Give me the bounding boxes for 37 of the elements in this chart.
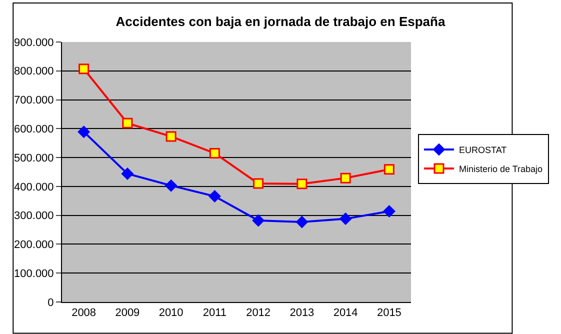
y-tick-label: 0 — [48, 296, 54, 309]
x-tick-label: 2011 — [202, 307, 227, 320]
x-tick-label: 2010 — [158, 307, 184, 320]
point — [252, 214, 264, 226]
point — [296, 178, 308, 190]
point — [340, 212, 352, 225]
x-tick-label: 2014 — [333, 307, 358, 320]
point — [122, 118, 133, 128]
y-tick-label: 200.000 — [14, 239, 54, 252]
y-tick-label: 600.000 — [14, 124, 54, 136]
point — [78, 64, 90, 74]
point — [208, 190, 221, 202]
x-tick-label: 2015 — [376, 307, 402, 320]
point — [253, 178, 264, 189]
point — [209, 148, 220, 158]
y-tick-label: 900.000 — [14, 36, 54, 49]
y-tick-label: 500.000 — [14, 152, 54, 164]
point — [121, 168, 134, 180]
x-tick-label: 2009 — [115, 307, 140, 320]
legend-label: Ministerio de Trabajo — [458, 164, 543, 174]
x-tick-label: 2008 — [72, 307, 96, 320]
y-tick-label: 400.000 — [14, 181, 54, 194]
point — [383, 205, 396, 218]
x-tick-label: 2012 — [246, 307, 271, 320]
y-tick-label: 700.000 — [14, 94, 54, 107]
y-tick-label: 300.000 — [14, 210, 54, 222]
x-tick-label: 2013 — [290, 307, 314, 320]
legend-label: EUROSTAT — [458, 145, 508, 156]
point — [384, 164, 394, 175]
y-tick-label: 100.000 — [14, 268, 54, 280]
point — [296, 216, 308, 228]
point — [166, 131, 176, 142]
chart-title: Accidentes con baja en jornada de trabajo en España — [116, 14, 446, 29]
point — [340, 172, 351, 184]
point — [165, 180, 178, 192]
point — [78, 126, 90, 138]
y-tick-label: 800.000 — [14, 66, 54, 78]
